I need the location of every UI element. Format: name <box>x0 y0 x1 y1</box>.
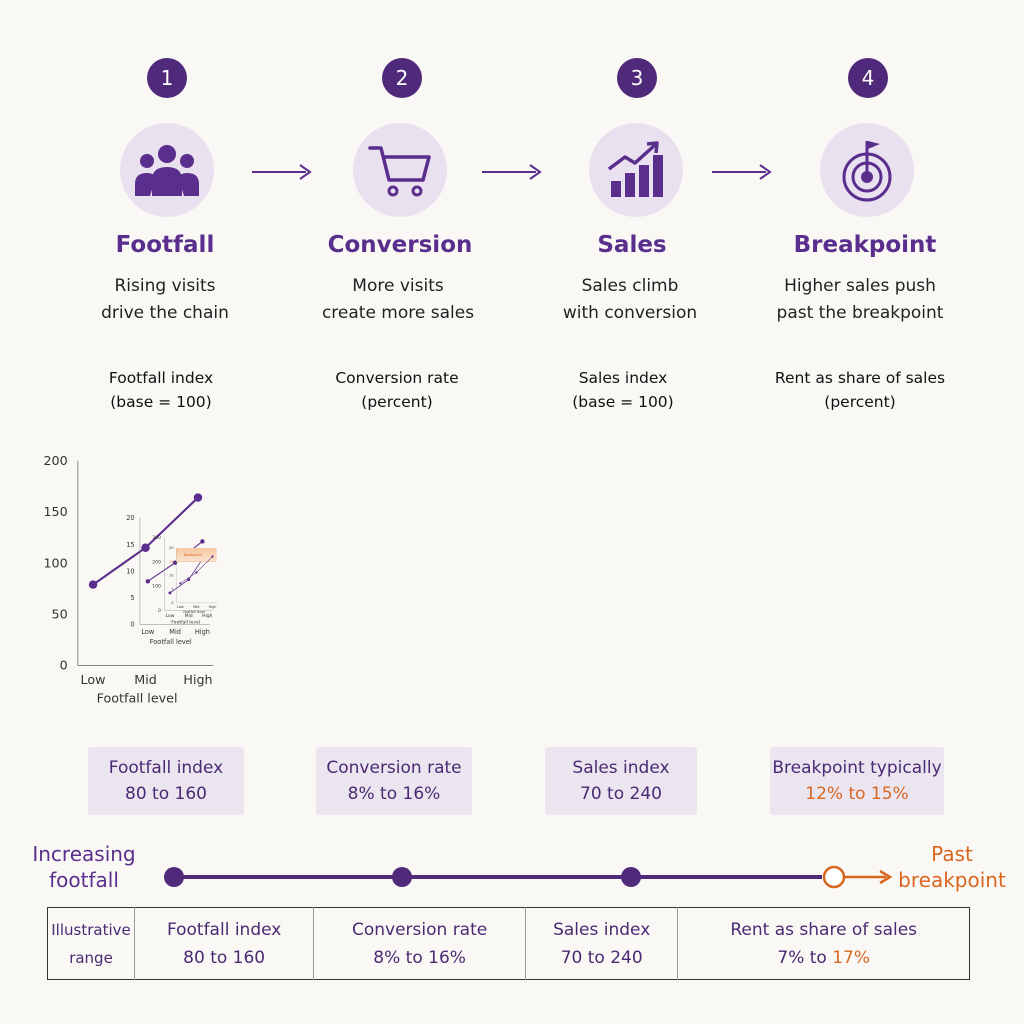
y-tick-label: 0 <box>158 608 161 614</box>
table-cell: Footfall index 80 to 160 <box>133 907 314 980</box>
data-point <box>168 591 172 595</box>
breakpoint-label: Breakpoint <box>184 553 203 557</box>
step-description: More visits create more sales <box>321 276 475 323</box>
x-tick-label: High <box>209 605 217 609</box>
data-point <box>145 579 151 584</box>
people-icon <box>135 145 199 196</box>
step-number-badge: 2 <box>382 58 422 98</box>
summary-box: Conversion rate 8% to 16% <box>316 747 472 815</box>
breakpoint-zone <box>176 548 217 562</box>
x-axis-label: Footfall level <box>171 620 200 626</box>
x-tick-label: High <box>195 628 210 636</box>
step-number-badge: 4 <box>848 58 888 98</box>
data-point <box>200 539 205 544</box>
x-tick-label: Mid <box>193 605 199 609</box>
y-tick-label: 50 <box>52 607 68 622</box>
summary-box: Sales index 70 to 240 <box>545 747 697 815</box>
flow-node <box>621 867 641 887</box>
chart-title: Footfall index (base = 100) <box>108 369 214 411</box>
step-description: Higher sales push past the breakpoint <box>776 276 944 323</box>
y-tick-label: 100 <box>152 584 161 590</box>
arrow-right-icon <box>482 164 542 180</box>
flow-end-label: Past breakpoint <box>898 842 1006 892</box>
flow-node <box>392 867 412 887</box>
rent-share-chart: Breakpoint 0 5 10 15 20 Low Mid High Footfall lev… <box>169 546 217 614</box>
step-icon-circle <box>353 123 447 217</box>
table-cell: Conversion rate 8% to 16% <box>313 907 526 980</box>
step-title: Conversion <box>327 232 473 258</box>
chart-title: Rent as share of sales (percent) <box>774 369 946 411</box>
x-tick-label: Mid <box>185 613 193 619</box>
target-flag-icon <box>842 141 892 202</box>
y-tick-label: 0 <box>60 658 68 673</box>
data-point <box>193 493 203 502</box>
y-tick-label: 0 <box>171 601 173 605</box>
flow-node <box>164 867 184 887</box>
summary-box: Footfall index 80 to 160 <box>88 747 244 815</box>
x-tick-label: Low <box>81 672 106 687</box>
step-title: Sales <box>597 232 667 258</box>
y-tick-label: 0 <box>130 621 134 629</box>
illustrative-range-table: Illustrative range Footfall index 80 to 16… <box>47 907 970 980</box>
y-tick-label: 5 <box>130 594 134 602</box>
data-point <box>211 555 214 558</box>
table-cell: Sales index 70 to 240 <box>524 907 678 980</box>
step-number-badge: 1 <box>147 58 187 98</box>
x-tick-label: Low <box>177 605 184 609</box>
x-tick-label: Mid <box>134 672 157 687</box>
arrow-right-icon <box>252 164 312 180</box>
chart-title: Conversion rate (percent) <box>335 369 459 411</box>
step-icon-circle <box>820 123 914 217</box>
y-tick-label: 10 <box>169 574 173 578</box>
data-point <box>195 571 198 574</box>
x-tick-label: Low <box>166 613 175 619</box>
y-tick-label: 20 <box>126 514 134 522</box>
x-tick-label: Low <box>141 628 155 636</box>
rising-bar-chart-icon <box>607 141 663 197</box>
y-tick-label: 20 <box>169 546 173 550</box>
shopping-cart-icon <box>368 146 431 197</box>
step-title: Footfall <box>115 232 215 258</box>
y-tick-label: 15 <box>126 541 134 549</box>
x-tick-label: High <box>183 672 212 687</box>
chart-title: Sales index (base = 100) <box>572 369 674 411</box>
progress-flow-line <box>164 865 893 889</box>
summary-box: Breakpoint typically 12% to 15% <box>770 747 944 815</box>
step-icon-circle <box>589 123 683 217</box>
table-header-cell: Illustrative range <box>47 907 135 980</box>
x-axis-label: Footfall level <box>183 610 205 614</box>
x-tick-label: High <box>202 613 213 619</box>
x-axis-label: Footfall level <box>97 691 178 706</box>
flow-node-breakpoint <box>822 865 846 889</box>
y-tick-label: 150 <box>43 504 67 519</box>
data-point <box>187 578 191 582</box>
arrow-right-icon <box>712 164 772 180</box>
data-point <box>179 582 182 585</box>
step-description: Sales climb with conversion <box>562 276 698 323</box>
y-tick-label: 200 <box>152 559 161 565</box>
y-tick-label: 300 <box>152 535 161 541</box>
x-tick-label: Mid <box>169 628 181 636</box>
table-cell: Rent as share of sales 7% to 17% <box>677 907 970 980</box>
step-title: Breakpoint <box>793 232 937 258</box>
y-tick-label: 200 <box>43 453 67 468</box>
flow-start-label: Increasing footfall <box>32 842 136 892</box>
x-axis-label: Footfall level <box>150 638 192 646</box>
step-number-badge: 3 <box>617 58 657 98</box>
data-point <box>88 580 98 589</box>
y-tick-label: 100 <box>43 555 67 570</box>
y-tick-label: 15 <box>169 560 173 564</box>
y-tick-label: 5 <box>171 587 173 591</box>
step-description: Rising visits drive the chain <box>101 276 229 323</box>
y-tick-label: 10 <box>126 567 134 575</box>
data-point <box>141 543 150 552</box>
step-icon-circle <box>120 123 214 217</box>
